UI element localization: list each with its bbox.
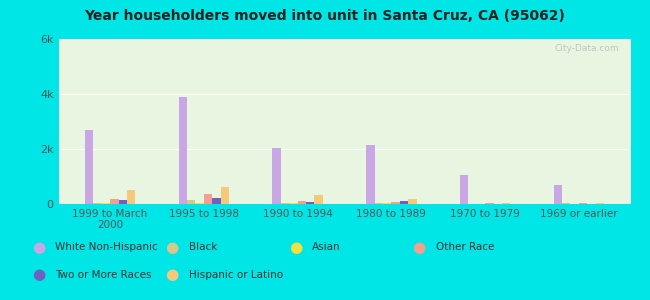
Bar	[596, 203, 605, 204]
Text: ●: ●	[32, 240, 46, 255]
Bar	[110, 199, 118, 204]
Bar	[562, 203, 571, 204]
Bar	[391, 202, 400, 204]
Bar	[315, 195, 323, 204]
Bar	[204, 194, 213, 204]
Bar	[502, 203, 510, 204]
Bar	[400, 201, 408, 204]
Bar	[306, 202, 315, 204]
Bar	[213, 198, 221, 204]
Bar	[187, 200, 196, 204]
Bar	[221, 187, 229, 204]
Bar	[101, 203, 110, 204]
Bar	[366, 145, 374, 204]
Bar	[281, 202, 289, 204]
Text: Two or More Races: Two or More Races	[55, 269, 151, 280]
Bar	[289, 203, 298, 204]
Bar	[179, 97, 187, 204]
Bar	[383, 203, 391, 204]
Text: ●: ●	[32, 267, 46, 282]
Text: Year householders moved into unit in Santa Cruz, CA (95062): Year householders moved into unit in San…	[84, 9, 566, 23]
Text: ●: ●	[413, 240, 426, 255]
Text: ●: ●	[166, 240, 179, 255]
Text: White Non-Hispanic: White Non-Hispanic	[55, 242, 158, 253]
Text: City-Data.com: City-Data.com	[554, 44, 619, 53]
Bar	[554, 185, 562, 204]
Bar	[196, 202, 204, 204]
Text: Black: Black	[188, 242, 217, 253]
Text: Hispanic or Latino: Hispanic or Latino	[188, 269, 283, 280]
Bar	[460, 175, 468, 204]
Bar	[485, 203, 493, 204]
Text: ●: ●	[166, 267, 179, 282]
Text: Asian: Asian	[312, 242, 341, 253]
Text: ●: ●	[289, 240, 302, 255]
Bar	[579, 203, 588, 204]
Bar	[272, 148, 281, 204]
Bar	[84, 130, 93, 204]
Bar	[118, 200, 127, 204]
Bar	[298, 201, 306, 204]
Bar	[127, 190, 135, 204]
Bar	[408, 199, 417, 204]
Bar	[374, 203, 383, 204]
Bar	[93, 202, 101, 204]
Text: Other Race: Other Race	[436, 242, 494, 253]
